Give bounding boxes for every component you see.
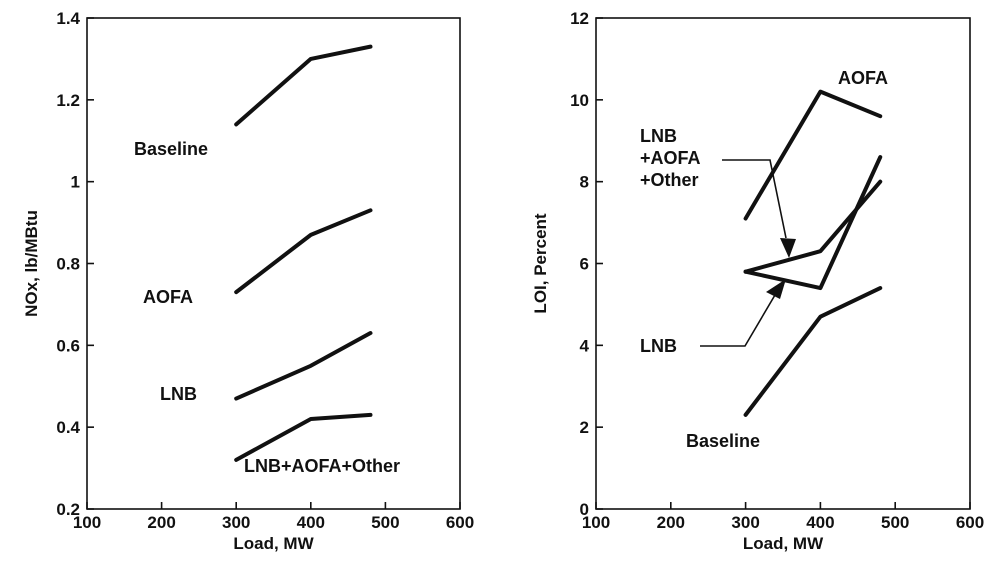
nox-series-line-4 bbox=[234, 412, 373, 462]
loi-series-label-3: LNB bbox=[640, 336, 677, 356]
nox-y-tick-label: 0.4 bbox=[56, 418, 80, 437]
nox-x-tick-label: 100 bbox=[73, 513, 101, 532]
nox-x-tick-label: 300 bbox=[222, 513, 250, 532]
nox-y-tick-label: 1.2 bbox=[56, 91, 80, 110]
loi-x-tick-label: 600 bbox=[956, 513, 984, 532]
loi-y-tick-label: 6 bbox=[580, 255, 589, 274]
nox-series-label-2: AOFA bbox=[143, 287, 193, 307]
loi-x-tick-label: 100 bbox=[582, 513, 610, 532]
loi-y-tick-label: 4 bbox=[580, 336, 590, 355]
loi-series-label-4: Baseline bbox=[686, 431, 760, 451]
loi-series-line-4 bbox=[743, 286, 883, 417]
loi-series-line-2 bbox=[743, 179, 883, 274]
nox-series-line-2 bbox=[234, 208, 373, 295]
loi-series-label-1: AOFA bbox=[838, 68, 888, 88]
loi-series-line-1 bbox=[743, 89, 883, 221]
nox-y-axis-label: NOx, lb/MBtu bbox=[22, 210, 41, 317]
loi-series-line-3 bbox=[743, 155, 883, 291]
nox-series-line-1 bbox=[234, 44, 373, 127]
loi-series-label-2: LNB +AOFA +Other bbox=[640, 126, 701, 190]
loi-pointer-line-2 bbox=[722, 159, 787, 239]
nox-series-label-1: Baseline bbox=[134, 139, 208, 159]
loi-x-tick-label: 200 bbox=[657, 513, 685, 532]
nox-x-axis-label: Load, MW bbox=[233, 534, 314, 553]
loi-y-tick-label: 12 bbox=[570, 9, 589, 28]
loi-y-tick-label: 8 bbox=[580, 173, 589, 192]
loi-arrowhead-2 bbox=[780, 238, 796, 258]
nox-y-tick-label: 1 bbox=[71, 173, 80, 192]
loi-x-tick-label: 500 bbox=[881, 513, 909, 532]
nox-y-tick-label: 0.6 bbox=[56, 336, 80, 355]
loi-x-axis-label: Load, MW bbox=[743, 534, 824, 553]
nox-chart: 100 200 300 400 500 600 0.2 0.4 0.6 0.8 1 1.2 1.4 Loa… bbox=[22, 9, 474, 553]
loi-x-tick-label: 400 bbox=[806, 513, 834, 532]
nox-x-tick-label: 600 bbox=[446, 513, 474, 532]
nox-y-tick-label: 1.4 bbox=[56, 9, 80, 28]
nox-y-tick-label: 0.2 bbox=[56, 500, 80, 519]
loi-y-tick-label: 0 bbox=[580, 500, 589, 519]
loi-y-tick-label: 10 bbox=[570, 91, 589, 110]
nox-y-tick-label: 0.8 bbox=[56, 255, 80, 274]
loi-arrowhead-3 bbox=[766, 279, 786, 299]
nox-x-tick-label: 400 bbox=[297, 513, 325, 532]
loi-y-tick-label: 2 bbox=[580, 418, 589, 437]
nox-x-tick-label: 500 bbox=[371, 513, 399, 532]
nox-series-label-3: LNB bbox=[160, 384, 197, 404]
loi-pointer-line-3 bbox=[700, 294, 776, 347]
nox-series-line-3 bbox=[234, 331, 373, 401]
loi-y-axis-label: LOI, Percent bbox=[531, 213, 550, 313]
loi-x-tick-label: 300 bbox=[731, 513, 759, 532]
nox-x-tick-label: 200 bbox=[147, 513, 175, 532]
nox-series-label-4: LNB+AOFA+Other bbox=[244, 456, 400, 476]
loi-chart: 100 200 300 400 500 600 0 2 4 6 8 10 12 Load, MW LOI, … bbox=[531, 9, 984, 553]
